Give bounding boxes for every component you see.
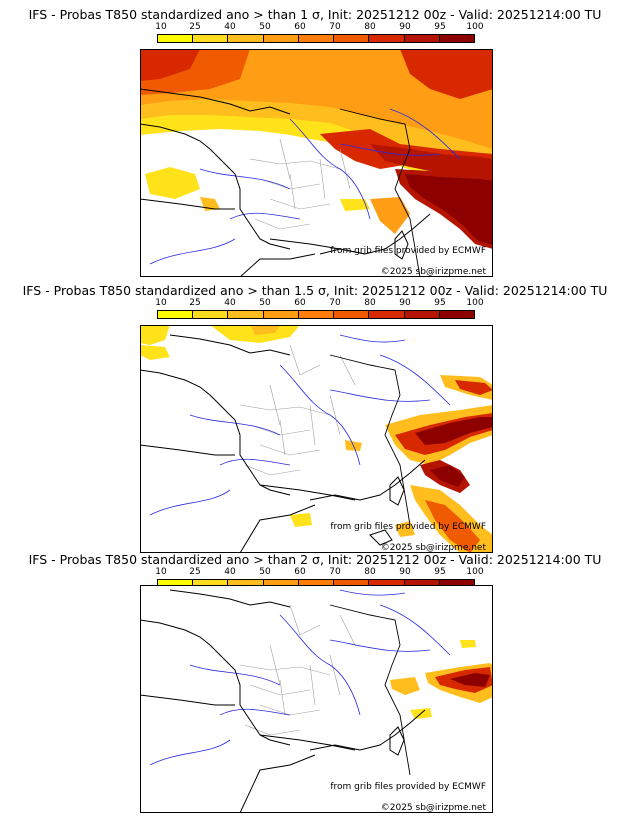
rivers	[149, 334, 451, 516]
rivers	[149, 108, 461, 265]
colorbar-tick: 25	[189, 298, 201, 308]
panel-2-sigma: IFS - Probas T850 standardized ano > tha…	[0, 545, 630, 815]
colorbar-swatches	[157, 34, 475, 43]
colorbar-tick: 50	[259, 567, 271, 577]
colorbar-swatch	[158, 35, 194, 42]
colorbar-swatch	[369, 35, 405, 42]
map-frame	[140, 585, 493, 813]
colorbar-tick: 40	[224, 567, 236, 577]
coastline	[140, 589, 426, 813]
probability-map	[140, 585, 493, 813]
colorbar-swatch	[439, 35, 474, 42]
colorbar-tick: 60	[294, 567, 306, 577]
colorbar-swatch	[334, 580, 370, 587]
colorbar-tick: 10	[155, 567, 167, 577]
map-frame	[140, 325, 493, 553]
colorbar-swatch	[263, 311, 299, 318]
panel-title: IFS - Probas T850 standardized ano > tha…	[28, 552, 602, 567]
data-source-credit: from grib files provided by ECMWF	[330, 246, 486, 256]
map-canvas	[140, 325, 493, 553]
colorbar-swatch	[439, 311, 474, 318]
colorbar-swatch	[298, 311, 335, 318]
coastline	[140, 88, 431, 277]
panel-1-5-sigma: IFS - Probas T850 standardized ano > tha…	[0, 276, 630, 553]
map-frame	[140, 49, 493, 277]
colorbar-tick: 80	[364, 567, 376, 577]
colorbar-swatch	[228, 35, 264, 42]
colorbar-tick: 80	[364, 298, 376, 308]
colorbar-tick: 90	[399, 298, 411, 308]
colorbar-swatch	[369, 580, 405, 587]
colorbar-tick: 50	[259, 298, 271, 308]
colorbar-tick: 95	[434, 298, 446, 308]
colorbar-tick: 25	[189, 22, 201, 32]
colorbar-tick-labels: 10 25 40 50 60 70 80 90 95 100	[155, 567, 483, 577]
probability-map	[140, 325, 493, 553]
colorbar-swatch	[193, 35, 229, 42]
country-borders	[259, 354, 411, 526]
copyright-credit: ©2025 sb@irizpme.net	[380, 803, 486, 813]
probability-field	[140, 325, 493, 553]
coastline	[140, 334, 426, 553]
colorbar-tick: 60	[294, 22, 306, 32]
colorbar-swatch	[263, 35, 299, 42]
colorbar-tick: 95	[434, 22, 446, 32]
colorbar-tick-labels: 10 25 40 50 60 70 80 90 95 100	[155, 22, 483, 32]
colorbar-tick: 90	[399, 22, 411, 32]
colorbar-swatch	[369, 311, 405, 318]
colorbar-tick: 40	[224, 298, 236, 308]
colorbar-tick: 60	[294, 298, 306, 308]
colorbar-tick: 100	[466, 567, 484, 577]
colorbar-swatch	[263, 580, 299, 587]
colorbar-tick: 90	[399, 567, 411, 577]
panel-title: IFS - Probas T850 standardized ano > tha…	[22, 283, 608, 298]
colorbar-swatch	[228, 580, 264, 587]
colorbar-swatch	[334, 311, 370, 318]
colorbar-swatch	[404, 580, 440, 587]
data-source-credit: from grib files provided by ECMWF	[330, 782, 486, 792]
colorbar-swatch	[193, 580, 229, 587]
colorbar-tick: 10	[155, 298, 167, 308]
colorbar-tick: 25	[189, 567, 201, 577]
country-borders	[259, 604, 411, 776]
colorbar-swatch	[404, 311, 440, 318]
colorbar-swatch	[193, 311, 229, 318]
colorbar-swatches	[157, 310, 475, 319]
colorbar-tick: 70	[329, 22, 341, 32]
panel-title: IFS - Probas T850 standardized ano > tha…	[28, 7, 602, 22]
colorbar: 10 25 40 50 60 70 80 90 95 100	[155, 22, 484, 46]
colorbar-swatch	[439, 580, 474, 587]
colorbar-tick: 50	[259, 22, 271, 32]
colorbar-tick: 80	[364, 22, 376, 32]
colorbar-tick: 100	[466, 22, 484, 32]
colorbar-swatch	[158, 580, 194, 587]
colorbar-swatch	[334, 35, 370, 42]
map-canvas	[140, 49, 493, 277]
colorbar-tick-labels: 10 25 40 50 60 70 80 90 95 100	[155, 298, 483, 308]
rivers	[149, 589, 451, 766]
copyright-credit: ©2025 sb@irizpme.net	[380, 267, 486, 277]
colorbar-tick: 100	[466, 298, 484, 308]
panel-1-sigma: IFS - Probas T850 standardized ano > tha…	[0, 0, 630, 277]
colorbar: 10 25 40 50 60 70 80 90 95 100	[155, 298, 484, 322]
colorbar-swatch	[404, 35, 440, 42]
colorbar-swatch	[228, 311, 264, 318]
colorbar: 10 25 40 50 60 70 80 90 95 100	[155, 567, 484, 591]
probability-field	[390, 640, 493, 719]
colorbar-tick: 70	[329, 567, 341, 577]
colorbar-tick: 95	[434, 567, 446, 577]
colorbar-swatch	[298, 35, 335, 42]
colorbar-tick: 40	[224, 22, 236, 32]
copyright-credit: ©2025 sb@irizpme.net	[380, 543, 486, 553]
data-source-credit: from grib files provided by ECMWF	[330, 522, 486, 532]
map-canvas	[140, 585, 493, 813]
probability-map	[140, 49, 493, 277]
colorbar-swatch	[158, 311, 194, 318]
colorbar-tick: 10	[155, 22, 167, 32]
colorbar-tick: 70	[329, 298, 341, 308]
colorbar-swatch	[298, 580, 335, 587]
